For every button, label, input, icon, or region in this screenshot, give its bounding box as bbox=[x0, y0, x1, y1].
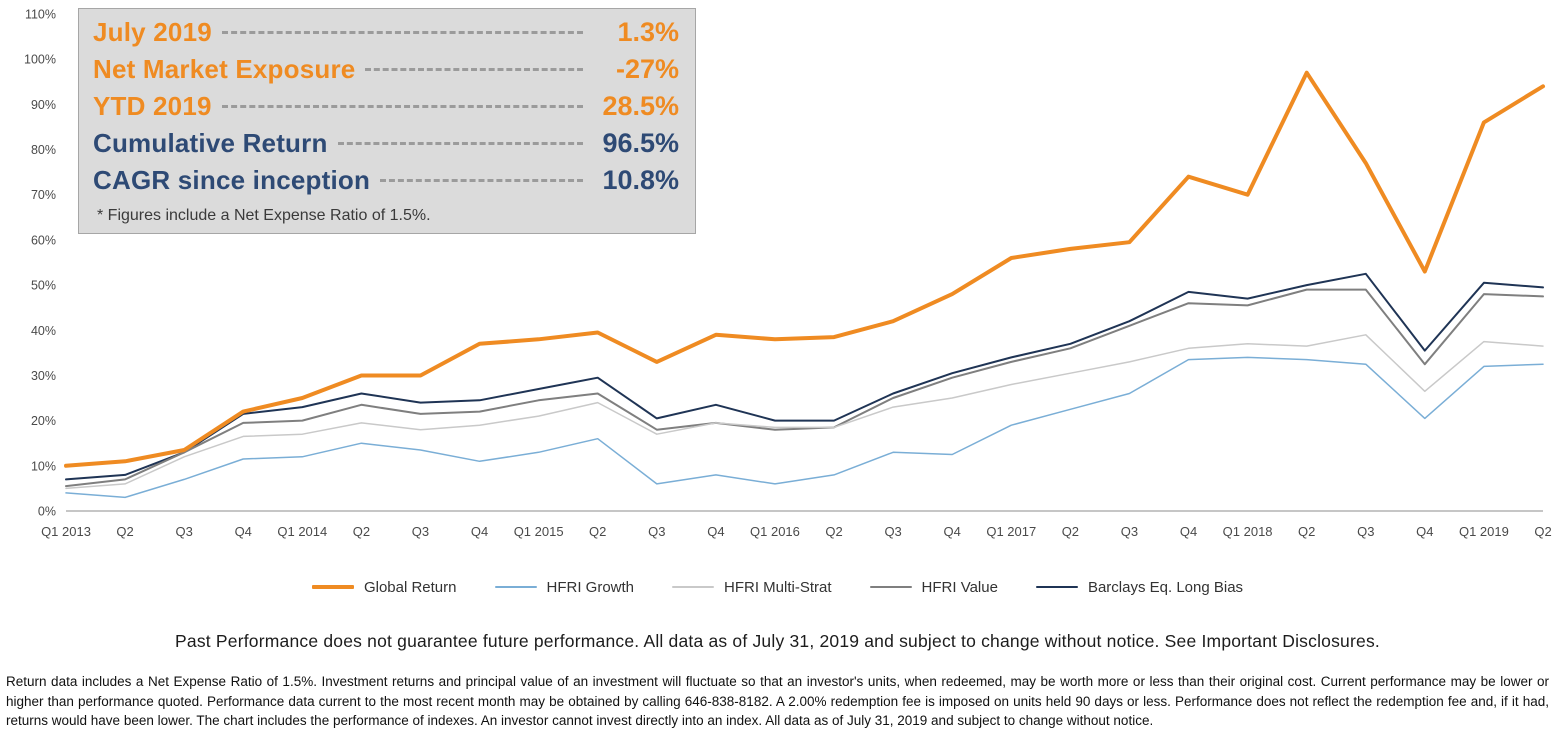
y-axis-tick-label: 40% bbox=[31, 324, 56, 338]
y-axis-tick-label: 50% bbox=[31, 279, 56, 293]
x-axis-tick-label: Q2 bbox=[116, 524, 133, 539]
summary-row-value: 28.5% bbox=[602, 91, 679, 121]
x-axis-tick-label: Q2 bbox=[589, 524, 606, 539]
x-axis-tick-label: Q3 bbox=[1121, 524, 1138, 539]
dashed-leader bbox=[221, 31, 583, 34]
legend-label: HFRI Value bbox=[921, 578, 998, 596]
performance-chart: 0% 10% 20% 30% 40% 50% 60% 70% 80% 90% 100% 110% Q1 … bbox=[24, 8, 1552, 540]
x-axis-tick-label: Q1 2013 bbox=[41, 524, 91, 539]
x-axis-tick-label: Q3 bbox=[648, 524, 665, 539]
summary-row-value: -27% bbox=[615, 54, 679, 84]
fine-print-disclosure: Return data includes a Net Expense Ratio… bbox=[6, 674, 1549, 729]
legend-item: Barclays Eq. Long Bias bbox=[1035, 578, 1244, 596]
legend-line-swatch bbox=[1035, 586, 1078, 588]
summary-row-value: 10.8% bbox=[602, 165, 679, 195]
x-axis-tick-label: Q4 bbox=[1180, 524, 1197, 539]
x-axis-tick-label: Q2 bbox=[353, 524, 370, 539]
chart-legend: Global Return HFRI Growth HFRI Multi-Strat… bbox=[0, 567, 1555, 607]
legend-item: HFRI Multi-Strat bbox=[672, 579, 832, 596]
y-axis-tick-label: 70% bbox=[31, 188, 56, 202]
summary-row-label: July 2019 bbox=[93, 17, 212, 47]
legend-label: HFRI Growth bbox=[546, 578, 635, 596]
x-axis-tick-label: Q3 bbox=[175, 524, 192, 539]
summary-row: July 2019 1.3% bbox=[93, 17, 679, 54]
x-axis-tick-label: Q3 bbox=[884, 524, 901, 539]
series-line-hfri-value bbox=[65, 288, 1544, 488]
summary-row-value: 96.5% bbox=[602, 128, 679, 158]
series-line-hfri-multi-strat bbox=[65, 334, 1544, 490]
dashed-leader bbox=[221, 105, 583, 108]
legend-label: Barclays Eq. Long Bias bbox=[1087, 578, 1244, 596]
x-axis-tick-label: Q4 bbox=[707, 524, 724, 539]
summary-row: CAGR since inception 10.8% bbox=[93, 165, 679, 202]
legend-label: Global Return bbox=[363, 578, 457, 596]
x-axis-tick-label: Q1 2017 bbox=[986, 524, 1036, 539]
x-axis-tick-label: Q1 2019 bbox=[1459, 524, 1509, 539]
chart-svg: 0% 10% 20% 30% 40% 50% 60% 70% 80% 90% 100% 110% Q1 … bbox=[24, 8, 1552, 540]
dashed-leader bbox=[337, 142, 583, 145]
x-axis-tick-label: Q2 bbox=[1062, 524, 1079, 539]
y-axis-tick-label: 30% bbox=[31, 369, 56, 383]
y-axis-tick-label: 10% bbox=[31, 459, 56, 473]
dashed-leader bbox=[380, 179, 583, 182]
performance-disclaimer: Past Performance does not guarantee futu… bbox=[175, 631, 1380, 651]
legend-line-swatch bbox=[494, 586, 537, 588]
y-axis-tick-label: 20% bbox=[31, 414, 56, 428]
summary-row-label: Cumulative Return bbox=[93, 128, 328, 158]
x-axis-tick-label: Q2 bbox=[1534, 524, 1551, 539]
y-axis-tick-label: 0% bbox=[38, 505, 56, 519]
y-axis-tick-label: 60% bbox=[31, 233, 56, 247]
legend-item: HFRI Growth bbox=[494, 578, 635, 596]
summary-row-label: CAGR since inception bbox=[93, 165, 371, 195]
x-axis-tick-label: Q1 2018 bbox=[1223, 524, 1273, 539]
x-axis-tick-label: Q2 bbox=[1298, 524, 1315, 539]
legend-label: HFRI Multi-Strat bbox=[724, 578, 832, 596]
x-axis-tick-label: Q4 bbox=[944, 524, 961, 539]
dashed-leader bbox=[365, 68, 583, 71]
summary-rows: July 2019 1.3% Net Market Exposure -27% YTD … bbox=[93, 17, 679, 202]
x-axis-tick-label: Q4 bbox=[471, 524, 488, 539]
y-axis-tick-label: 90% bbox=[31, 98, 56, 112]
x-axis-tick-label: Q1 2015 bbox=[514, 524, 564, 539]
legend-item: HFRI Value bbox=[869, 578, 998, 596]
series-line-global-return bbox=[64, 70, 1545, 468]
x-axis-tick-label: Q1 2014 bbox=[277, 524, 327, 539]
x-axis-tick-label: Q2 bbox=[825, 524, 842, 539]
summary-row-label: Net Market Exposure bbox=[93, 54, 356, 84]
summary-row: Cumulative Return 96.5% bbox=[93, 128, 679, 165]
x-axis-tick-label: Q3 bbox=[412, 524, 429, 539]
legend-line-swatch bbox=[869, 586, 912, 588]
series-line-barclays-eq-long-bias bbox=[65, 272, 1544, 481]
legend-item: Global Return bbox=[311, 578, 457, 596]
summary-row: YTD 2019 28.5% bbox=[93, 91, 679, 128]
y-axis-tick-label: 80% bbox=[31, 143, 56, 157]
summary-footnote: * Figures include a Net Expense Ratio of… bbox=[97, 207, 431, 224]
x-axis-tick-label: Q4 bbox=[235, 524, 252, 539]
y-axis-tick-label: 110% bbox=[25, 8, 56, 22]
summary-row-value: 1.3% bbox=[617, 17, 679, 47]
legend-line-swatch bbox=[311, 585, 354, 589]
summary-row-label: YTD 2019 bbox=[93, 91, 212, 121]
x-axis-tick-label: Q3 bbox=[1357, 524, 1374, 539]
legend-line-swatch bbox=[672, 586, 715, 588]
series-line-hfri-growth bbox=[65, 356, 1544, 499]
x-axis-tick-label: Q4 bbox=[1416, 524, 1433, 539]
performance-summary-box: July 2019 1.3% Net Market Exposure -27% YTD … bbox=[78, 8, 696, 234]
summary-row: Net Market Exposure -27% bbox=[93, 54, 679, 91]
x-axis-tick-label: Q1 2016 bbox=[750, 524, 800, 539]
y-axis-tick-label: 100% bbox=[24, 53, 56, 67]
